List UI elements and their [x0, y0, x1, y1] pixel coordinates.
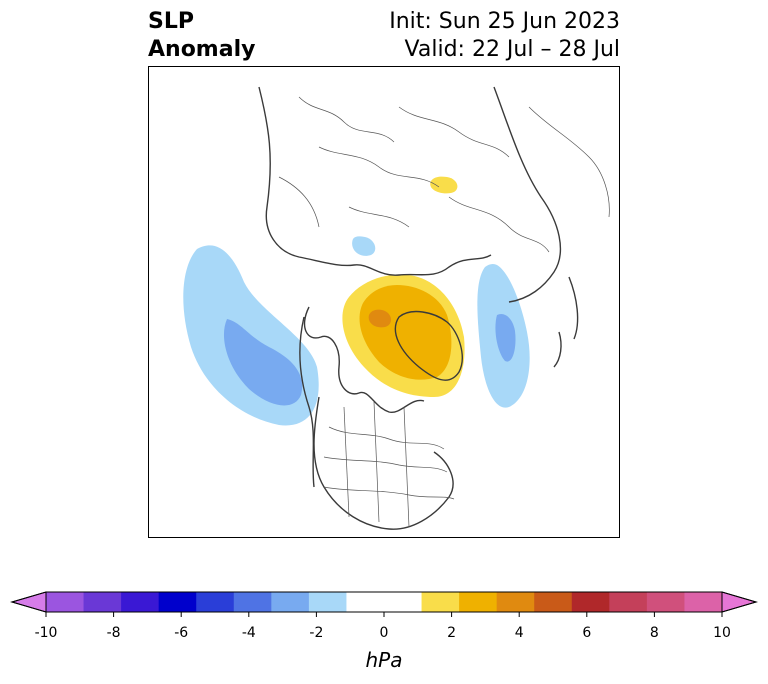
colorbar-tick-label: -2 — [309, 625, 324, 641]
colorbar-swatch — [158, 592, 197, 612]
colorbar-tick-label: 8 — [649, 625, 659, 641]
coastlines — [258, 86, 579, 530]
anomaly-siberia-high — [430, 176, 458, 194]
anomaly-small-lows — [352, 236, 376, 256]
colorbar-tick-label: -8 — [106, 625, 121, 641]
colorbar-unit: hPa — [365, 648, 403, 672]
title-line-2: Anomaly — [148, 37, 256, 62]
anomaly-greenland-high — [342, 274, 465, 397]
title-line-1: SLP — [148, 9, 194, 34]
colorbar-swatch — [83, 592, 122, 612]
anomaly-north-atlantic-low — [477, 263, 530, 408]
colorbar-tick-label: -6 — [174, 625, 189, 641]
colorbar-swatch — [346, 592, 385, 612]
colorbar-swatch — [684, 592, 723, 612]
colorbar-swatch — [233, 592, 272, 612]
colorbar-swatch — [534, 592, 573, 612]
colorbar-tick-label: 0 — [379, 625, 389, 641]
colorbar-tick-label: -4 — [241, 625, 256, 641]
country-borders — [278, 96, 610, 528]
colorbar-swatch — [646, 592, 685, 612]
colorbar-swatch — [308, 592, 347, 612]
colorbar-right-arrow — [721, 591, 758, 613]
init-date: Init: Sun 25 Jun 2023 — [389, 9, 620, 34]
map-title: SLP Anomaly — [148, 8, 255, 64]
colorbar — [10, 591, 758, 617]
colorbar-swatch — [496, 592, 535, 612]
map-svg — [149, 86, 619, 530]
colorbar-swatch — [421, 592, 460, 612]
colorbar-swatch — [384, 592, 423, 612]
colorbar-swatch — [196, 592, 235, 612]
colorbar-ticks — [45, 612, 723, 617]
colorbar-swatch — [571, 592, 610, 612]
colorbar-swatch — [459, 592, 498, 612]
anomaly-north-pacific-low — [183, 245, 319, 426]
colorbar-tick-label: -10 — [34, 625, 58, 641]
colorbar-swatches — [46, 592, 723, 612]
date-info: Init: Sun 25 Jun 2023 Valid: 22 Jul – 28… — [389, 8, 620, 64]
colorbar-left-arrow — [10, 591, 47, 613]
valid-range: Valid: 22 Jul – 28 Jul — [404, 37, 620, 62]
colorbar-swatch — [609, 592, 648, 612]
map-panel — [148, 66, 620, 538]
colorbar-swatch — [121, 592, 160, 612]
colorbar-tick-label: 6 — [582, 625, 592, 641]
colorbar-tick-label: 2 — [447, 625, 457, 641]
colorbar-swatch — [271, 592, 310, 612]
colorbar-tick-label: 10 — [713, 625, 731, 641]
colorbar-tick-label: 4 — [514, 625, 524, 641]
colorbar-swatch — [46, 592, 85, 612]
